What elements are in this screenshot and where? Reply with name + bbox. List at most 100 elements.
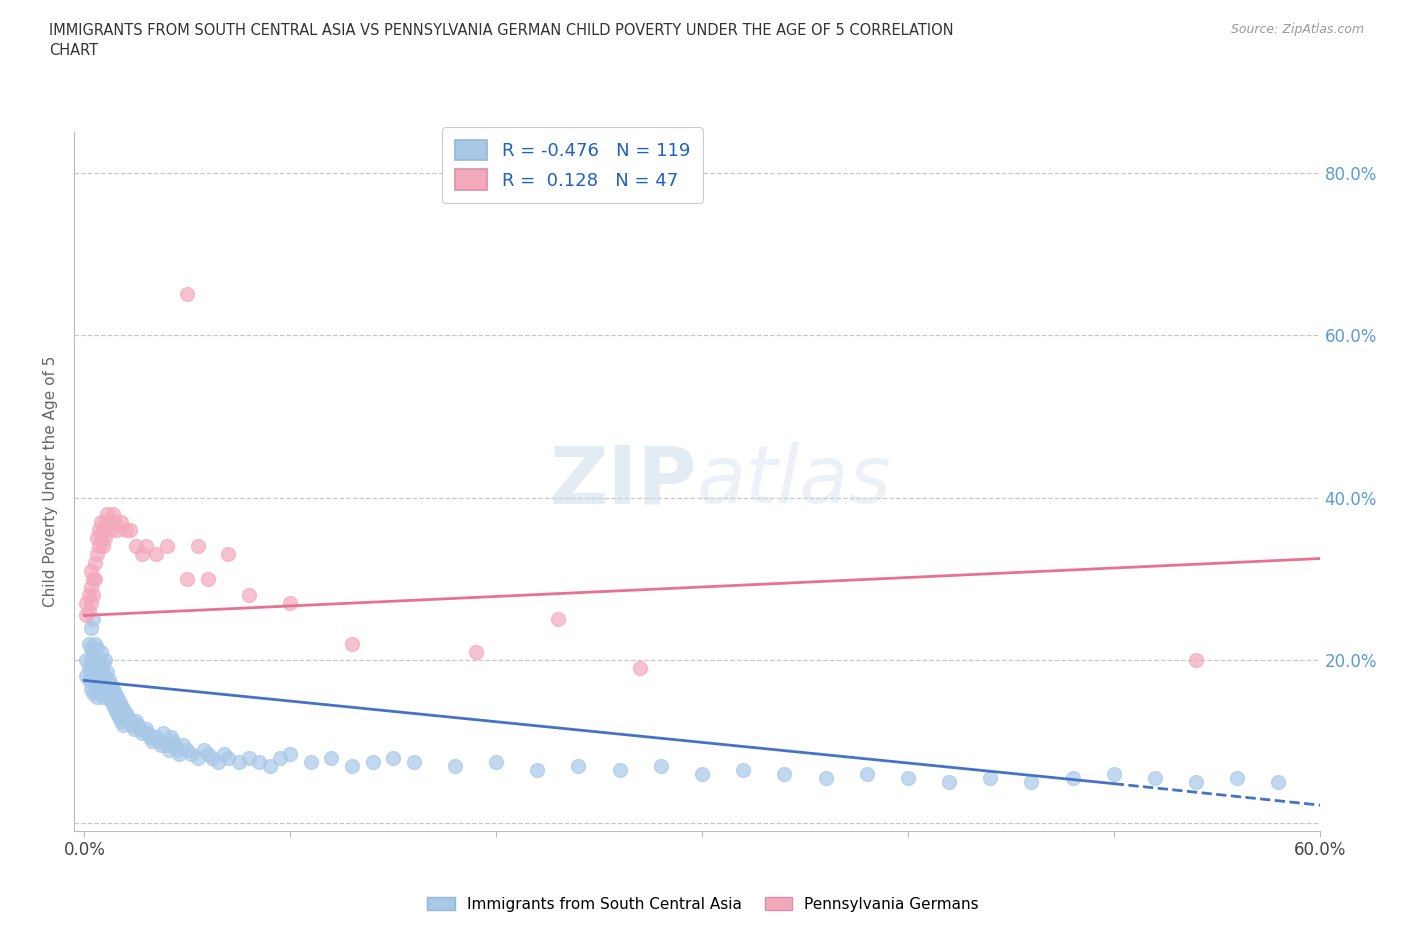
Point <box>1226 771 1249 786</box>
Point <box>110 713 132 728</box>
Text: Source: ZipAtlas.com: Source: ZipAtlas.com <box>1230 23 1364 36</box>
Point <box>207 754 229 769</box>
Point <box>1185 775 1208 790</box>
Point <box>91 538 114 553</box>
Point <box>79 653 101 668</box>
Y-axis label: Child Poverty Under the Age of 5: Child Poverty Under the Age of 5 <box>44 355 58 607</box>
Point <box>1062 771 1084 786</box>
Point <box>90 661 112 676</box>
Point <box>87 523 110 538</box>
Point <box>82 685 104 700</box>
Point <box>247 754 270 769</box>
Point <box>156 538 179 553</box>
Point <box>131 547 153 562</box>
Point <box>108 694 131 709</box>
Point <box>650 758 672 773</box>
Point <box>82 571 104 586</box>
Point <box>77 588 100 603</box>
Point <box>118 713 141 728</box>
Point <box>163 738 186 753</box>
Point <box>167 746 190 761</box>
Point <box>90 531 112 546</box>
Legend: R = -0.476   N = 119, R =  0.128   N = 47: R = -0.476 N = 119, R = 0.128 N = 47 <box>441 126 703 203</box>
Text: ZIP: ZIP <box>550 443 697 521</box>
Point <box>100 677 122 692</box>
Point <box>94 514 117 529</box>
Point <box>75 596 97 611</box>
Point <box>567 758 589 773</box>
Point <box>145 547 167 562</box>
Point <box>117 710 139 724</box>
Point <box>98 673 121 688</box>
Point <box>228 754 250 769</box>
Point <box>197 571 219 586</box>
Point <box>103 698 125 712</box>
Point <box>193 742 215 757</box>
Point <box>201 751 224 765</box>
Point <box>609 763 631 777</box>
Point <box>156 738 179 753</box>
Point <box>299 754 322 769</box>
Point <box>79 596 101 611</box>
Point <box>628 661 651 676</box>
Point <box>105 706 128 721</box>
Point <box>773 766 796 781</box>
Point <box>187 751 209 765</box>
Point <box>105 689 128 704</box>
Point <box>77 636 100 651</box>
Point <box>77 661 100 676</box>
Point <box>444 758 467 773</box>
Point <box>82 657 104 671</box>
Point <box>152 725 174 740</box>
Point <box>94 531 117 546</box>
Point <box>75 608 97 623</box>
Point <box>1267 775 1289 790</box>
Point <box>77 604 100 618</box>
Point <box>166 742 188 757</box>
Point <box>83 648 105 663</box>
Point <box>94 653 117 668</box>
Point <box>82 644 104 659</box>
Point <box>118 523 141 538</box>
Point <box>87 538 110 553</box>
Point <box>340 636 363 651</box>
Point <box>485 754 508 769</box>
Point <box>98 689 121 704</box>
Point <box>141 734 163 749</box>
Point <box>87 653 110 668</box>
Point <box>160 730 183 745</box>
Point <box>361 754 384 769</box>
Point <box>938 775 960 790</box>
Point <box>218 547 240 562</box>
Point <box>79 564 101 578</box>
Point <box>464 644 486 659</box>
Point <box>104 514 127 529</box>
Point <box>108 710 131 724</box>
Point <box>176 571 198 586</box>
Point <box>855 766 877 781</box>
Point <box>148 734 170 749</box>
Point <box>96 681 118 696</box>
Point <box>129 722 152 737</box>
Point <box>75 669 97 684</box>
Point <box>100 694 122 709</box>
Point <box>172 738 194 753</box>
Point <box>176 742 198 757</box>
Point <box>157 742 180 757</box>
Point <box>77 673 100 688</box>
Text: atlas: atlas <box>697 443 891 521</box>
Point <box>690 766 713 781</box>
Point <box>180 746 202 761</box>
Point <box>82 612 104 627</box>
Point <box>187 538 209 553</box>
Point <box>83 636 105 651</box>
Point <box>321 751 343 765</box>
Point <box>269 751 291 765</box>
Point <box>125 538 148 553</box>
Point <box>125 713 148 728</box>
Point <box>238 588 260 603</box>
Point <box>82 673 104 688</box>
Point <box>94 669 117 684</box>
Point <box>86 547 108 562</box>
Point <box>83 555 105 570</box>
